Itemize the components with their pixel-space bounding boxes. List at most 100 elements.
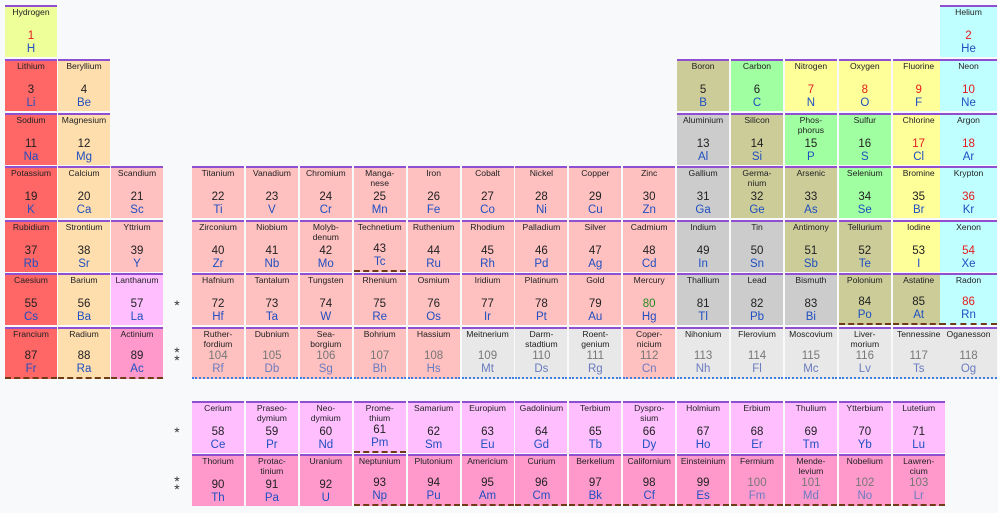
element-ho[interactable]: Holmium 67 Ho: [677, 401, 730, 453]
element-no[interactable]: Nobelium 102 No: [838, 454, 891, 506]
element-b[interactable]: Boron 5 B: [677, 59, 730, 111]
element-na[interactable]: Sodium 11 Na: [5, 113, 57, 165]
element-hg[interactable]: Mercury 80 Hg: [623, 273, 676, 325]
element-pt[interactable]: Platinum 78 Pt: [515, 273, 568, 325]
element-cm[interactable]: Curium 96 Cm: [515, 454, 568, 506]
element-mg[interactable]: Magnesium 12 Mg: [58, 113, 110, 165]
element-th[interactable]: Thorium 90 Th: [192, 454, 244, 506]
element-ra[interactable]: Radium 88 Ra: [58, 327, 110, 379]
element-nb[interactable]: Niobium 41 Nb: [245, 220, 298, 272]
element-pd[interactable]: Palladium 46 Pd: [515, 220, 568, 272]
element-cl[interactable]: Chlorine 17 Cl: [892, 113, 945, 165]
element-rb[interactable]: Rubidium 37 Rb: [5, 220, 57, 272]
element-ce[interactable]: Cerium 58 Ce: [192, 401, 244, 453]
element-cs[interactable]: Caesium 55 Cs: [5, 273, 57, 325]
element-md[interactable]: Mende- levium 101 Md: [784, 454, 837, 506]
element-tb[interactable]: Terbium 65 Tb: [569, 401, 622, 453]
element-au[interactable]: Gold 79 Au: [569, 273, 622, 325]
element-li[interactable]: Lithium 3 Li: [5, 59, 57, 111]
element-co[interactable]: Cobalt 27 Co: [461, 166, 514, 218]
element-s[interactable]: Sulfur 16 S: [838, 113, 891, 165]
element-rn[interactable]: Radon 86 Rn: [940, 273, 997, 325]
element-sm[interactable]: Samarium 62 Sm: [407, 401, 460, 453]
element-pu[interactable]: Plutonium 94 Pu: [407, 454, 460, 506]
element-hf[interactable]: Hafnium 72 Hf: [192, 273, 244, 325]
element-yb[interactable]: Ytterbium 70 Yb: [838, 401, 891, 453]
element-cf[interactable]: Californium 98 Cf: [623, 454, 676, 506]
element-ne[interactable]: Neon 10 Ne: [940, 59, 997, 111]
element-sn[interactable]: Tin 50 Sn: [731, 220, 783, 272]
element-as[interactable]: Arsenic 33 As: [784, 166, 837, 218]
element-p[interactable]: Phos- phorus 15 P: [784, 113, 837, 165]
element-pr[interactable]: Praseo- dymium 59 Pr: [245, 401, 298, 453]
element-nd[interactable]: Neo- dymium 60 Nd: [299, 401, 352, 453]
element-tc[interactable]: Technetium 43 Tc: [353, 220, 406, 272]
element-ac[interactable]: Actinium 89 Ac: [111, 327, 163, 379]
element-cu[interactable]: Copper 29 Cu: [569, 166, 622, 218]
element-po[interactable]: Polonium 84 Po: [838, 273, 891, 325]
element-pb[interactable]: Lead 82 Pb: [731, 273, 783, 325]
element-db[interactable]: Dubnium 105 Db: [245, 327, 298, 379]
element-zr[interactable]: Zirconium 40 Zr: [192, 220, 244, 272]
element-bh[interactable]: Bohrium 107 Bh: [353, 327, 406, 379]
element-h[interactable]: Hydrogen 1 H: [5, 5, 57, 57]
element-w[interactable]: Tungsten 74 W: [299, 273, 352, 325]
element-cn[interactable]: Coper- nicium 112 Cn: [623, 327, 676, 379]
element-cd[interactable]: Cadmium 48 Cd: [623, 220, 676, 272]
element-rh[interactable]: Rhodium 45 Rh: [461, 220, 514, 272]
element-lr[interactable]: Lawren- cium 103 Lr: [892, 454, 945, 506]
element-fm[interactable]: Fermium 100 Fm: [731, 454, 783, 506]
element-lu[interactable]: Lutetium 71 Lu: [892, 401, 945, 453]
element-cr[interactable]: Chromium 24 Cr: [299, 166, 352, 218]
element-re[interactable]: Rhenium 75 Re: [353, 273, 406, 325]
element-ba[interactable]: Barium 56 Ba: [58, 273, 110, 325]
element-ga[interactable]: Gallium 31 Ga: [677, 166, 730, 218]
element-es[interactable]: Einsteinium 99 Es: [677, 454, 730, 506]
element-rg[interactable]: Roent- genium 111 Rg: [569, 327, 622, 379]
element-k[interactable]: Potassium 19 K: [5, 166, 57, 218]
element-mn[interactable]: Manga- nese 25 Mn: [353, 166, 406, 218]
element-fr[interactable]: Francium 87 Fr: [5, 327, 57, 379]
element-eu[interactable]: Europium 63 Eu: [461, 401, 514, 453]
element-mc[interactable]: Moscovium 115 Mc: [784, 327, 837, 379]
element-bi[interactable]: Bismuth 83 Bi: [784, 273, 837, 325]
element-he[interactable]: Helium 2 He: [940, 5, 997, 57]
element-te[interactable]: Tellurium 52 Te: [838, 220, 891, 272]
element-ts[interactable]: Tennessine 117 Ts: [892, 327, 945, 379]
element-er[interactable]: Erbium 68 Er: [731, 401, 783, 453]
element-tl[interactable]: Thallium 81 Tl: [677, 273, 730, 325]
element-ru[interactable]: Ruthenium 44 Ru: [407, 220, 460, 272]
element-fe[interactable]: Iron 26 Fe: [407, 166, 460, 218]
element-be[interactable]: Beryllium 4 Be: [58, 59, 110, 111]
element-am[interactable]: Americium 95 Am: [461, 454, 514, 506]
element-kr[interactable]: Krypton 36 Kr: [940, 166, 997, 218]
element-pm[interactable]: Prome- thium 61 Pm: [353, 401, 406, 453]
element-ds[interactable]: Darm- stadtium 110 Ds: [515, 327, 568, 379]
element-ir[interactable]: Iridium 77 Ir: [461, 273, 514, 325]
element-o[interactable]: Oxygen 8 O: [838, 59, 891, 111]
element-v[interactable]: Vanadium 23 V: [245, 166, 298, 218]
element-at[interactable]: Astatine 85 At: [892, 273, 945, 325]
element-xe[interactable]: Xenon 54 Xe: [940, 220, 997, 272]
element-al[interactable]: Aluminium 13 Al: [677, 113, 730, 165]
element-dy[interactable]: Dyspro- sium 66 Dy: [623, 401, 676, 453]
element-rf[interactable]: Ruther- fordium 104 Rf: [192, 327, 244, 379]
element-os[interactable]: Osmium 76 Os: [407, 273, 460, 325]
element-u[interactable]: Uranium 92 U: [299, 454, 352, 506]
element-sg[interactable]: Sea- borgium 106 Sg: [299, 327, 352, 379]
element-i[interactable]: Iodine 53 I: [892, 220, 945, 272]
element-mt[interactable]: Meitnerium 109 Mt: [461, 327, 514, 379]
element-zn[interactable]: Zinc 30 Zn: [623, 166, 676, 218]
element-f[interactable]: Fluorine 9 F: [892, 59, 945, 111]
element-mo[interactable]: Molyb- denum 42 Mo: [299, 220, 352, 272]
element-ni[interactable]: Nickel 28 Ni: [515, 166, 568, 218]
element-se[interactable]: Selenium 34 Se: [838, 166, 891, 218]
element-fl[interactable]: Flerovium 114 Fl: [731, 327, 783, 379]
element-ta[interactable]: Tantalum 73 Ta: [245, 273, 298, 325]
element-ge[interactable]: Germa- nium 32 Ge: [731, 166, 783, 218]
element-n[interactable]: Nitrogen 7 N: [784, 59, 837, 111]
element-sb[interactable]: Antimony 51 Sb: [784, 220, 837, 272]
element-bk[interactable]: Berkelium 97 Bk: [569, 454, 622, 506]
element-nh[interactable]: Nihonium 113 Nh: [677, 327, 730, 379]
element-pa[interactable]: Protac- tinium 91 Pa: [245, 454, 298, 506]
